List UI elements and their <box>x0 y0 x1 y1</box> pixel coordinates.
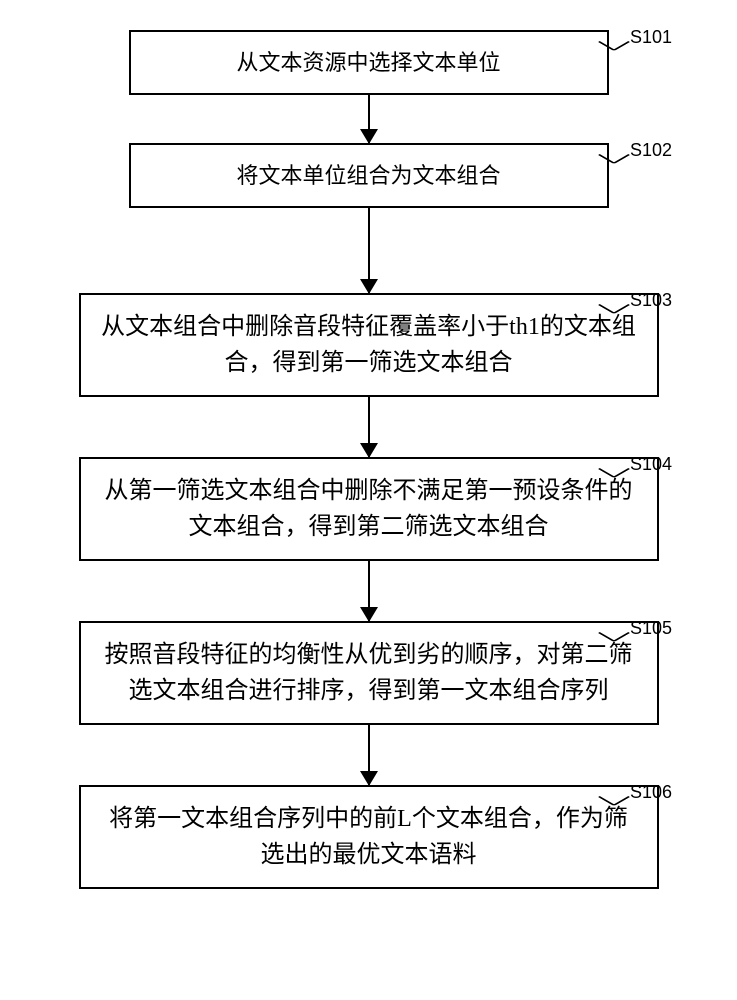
step-label-s106: S106 <box>605 780 672 803</box>
step-text: 从文本组合中删除音段特征覆盖率小于th1的文本组合，得到第一筛选文本组合 <box>101 309 637 381</box>
label-id: S104 <box>630 454 672 474</box>
step-label-s102: S102 <box>605 138 672 161</box>
label-id: S106 <box>630 782 672 802</box>
label-id: S102 <box>630 140 672 160</box>
step-box-s102: 将文本单位组合为文本组合 <box>129 143 609 208</box>
step-label-s101: S101 <box>605 25 672 48</box>
step-container-6: 将第一文本组合序列中的前L个文本组合，作为筛选出的最优文本语料 S106 <box>50 785 687 889</box>
step-container-4: 从第一筛选文本组合中删除不满足第一预设条件的文本组合，得到第二筛选文本组合 S1… <box>50 457 687 561</box>
label-id: S103 <box>630 290 672 310</box>
step-box-s106: 将第一文本组合序列中的前L个文本组合，作为筛选出的最优文本语料 <box>79 785 659 889</box>
arrow-5 <box>368 725 370 785</box>
step-label-s103: S103 <box>605 288 672 311</box>
step-box-s104: 从第一筛选文本组合中删除不满足第一预设条件的文本组合，得到第二筛选文本组合 <box>79 457 659 561</box>
step-text: 将文本单位组合为文本组合 <box>236 159 500 192</box>
arrow-4 <box>368 561 370 621</box>
label-id: S101 <box>630 27 672 47</box>
step-label-s105: S105 <box>605 616 672 639</box>
arrow-2 <box>368 208 370 293</box>
step-text: 从第一筛选文本组合中删除不满足第一预设条件的文本组合，得到第二筛选文本组合 <box>101 473 637 545</box>
step-text: 将第一文本组合序列中的前L个文本组合，作为筛选出的最优文本语料 <box>101 801 637 873</box>
step-text: 从文本资源中选择文本单位 <box>236 46 500 79</box>
step-box-s105: 按照音段特征的均衡性从优到劣的顺序，对第二筛选文本组合进行排序，得到第一文本组合… <box>79 621 659 725</box>
arrow-3 <box>368 397 370 457</box>
label-id: S105 <box>630 618 672 638</box>
step-label-s104: S104 <box>605 452 672 475</box>
arrow-1 <box>368 95 370 143</box>
step-container-1: 从文本资源中选择文本单位 S101 <box>50 30 687 95</box>
step-box-s103: 从文本组合中删除音段特征覆盖率小于th1的文本组合，得到第一筛选文本组合 <box>79 293 659 397</box>
step-container-2: 将文本单位组合为文本组合 S102 <box>50 143 687 208</box>
step-container-3: 从文本组合中删除音段特征覆盖率小于th1的文本组合，得到第一筛选文本组合 S10… <box>50 293 687 397</box>
step-container-5: 按照音段特征的均衡性从优到劣的顺序，对第二筛选文本组合进行排序，得到第一文本组合… <box>50 621 687 725</box>
step-text: 按照音段特征的均衡性从优到劣的顺序，对第二筛选文本组合进行排序，得到第一文本组合… <box>101 637 637 709</box>
step-box-s101: 从文本资源中选择文本单位 <box>129 30 609 95</box>
flowchart-container: 从文本资源中选择文本单位 S101 将文本单位组合为文本组合 S102 从文本组… <box>50 30 687 889</box>
